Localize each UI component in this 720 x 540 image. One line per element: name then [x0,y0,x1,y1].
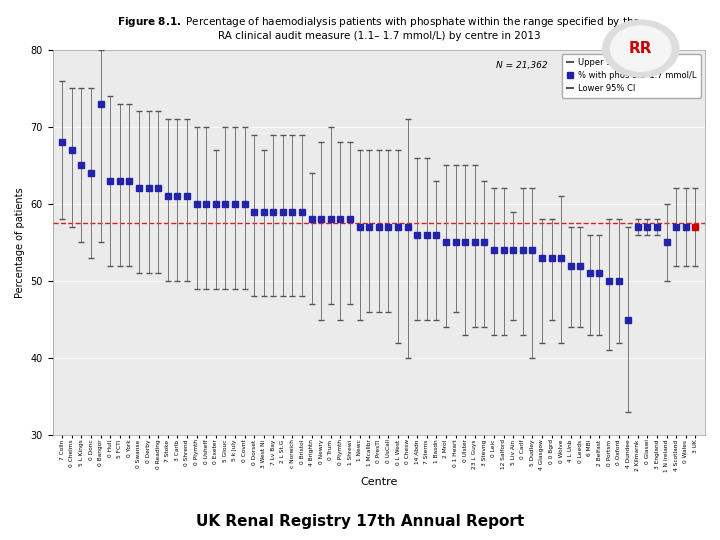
Text: N = 21,362: N = 21,362 [496,61,548,70]
Y-axis label: Percentage of patients: Percentage of patients [15,187,25,298]
Legend: Upper 95% CI, % with phos 1.1–1.7 mmol/L, Lower 95% CI: Upper 95% CI, % with phos 1.1–1.7 mmol/L… [562,54,701,98]
Text: UK Renal Registry 17th Annual Report: UK Renal Registry 17th Annual Report [196,514,524,529]
Circle shape [611,26,671,71]
Title: $\bf{Figure\ 8.1.}$ Percentage of haemodialysis patients with phosphate within t: $\bf{Figure\ 8.1.}$ Percentage of haemod… [117,15,641,40]
Text: RR: RR [629,41,652,56]
X-axis label: Centre: Centre [360,477,397,487]
Circle shape [603,20,679,77]
